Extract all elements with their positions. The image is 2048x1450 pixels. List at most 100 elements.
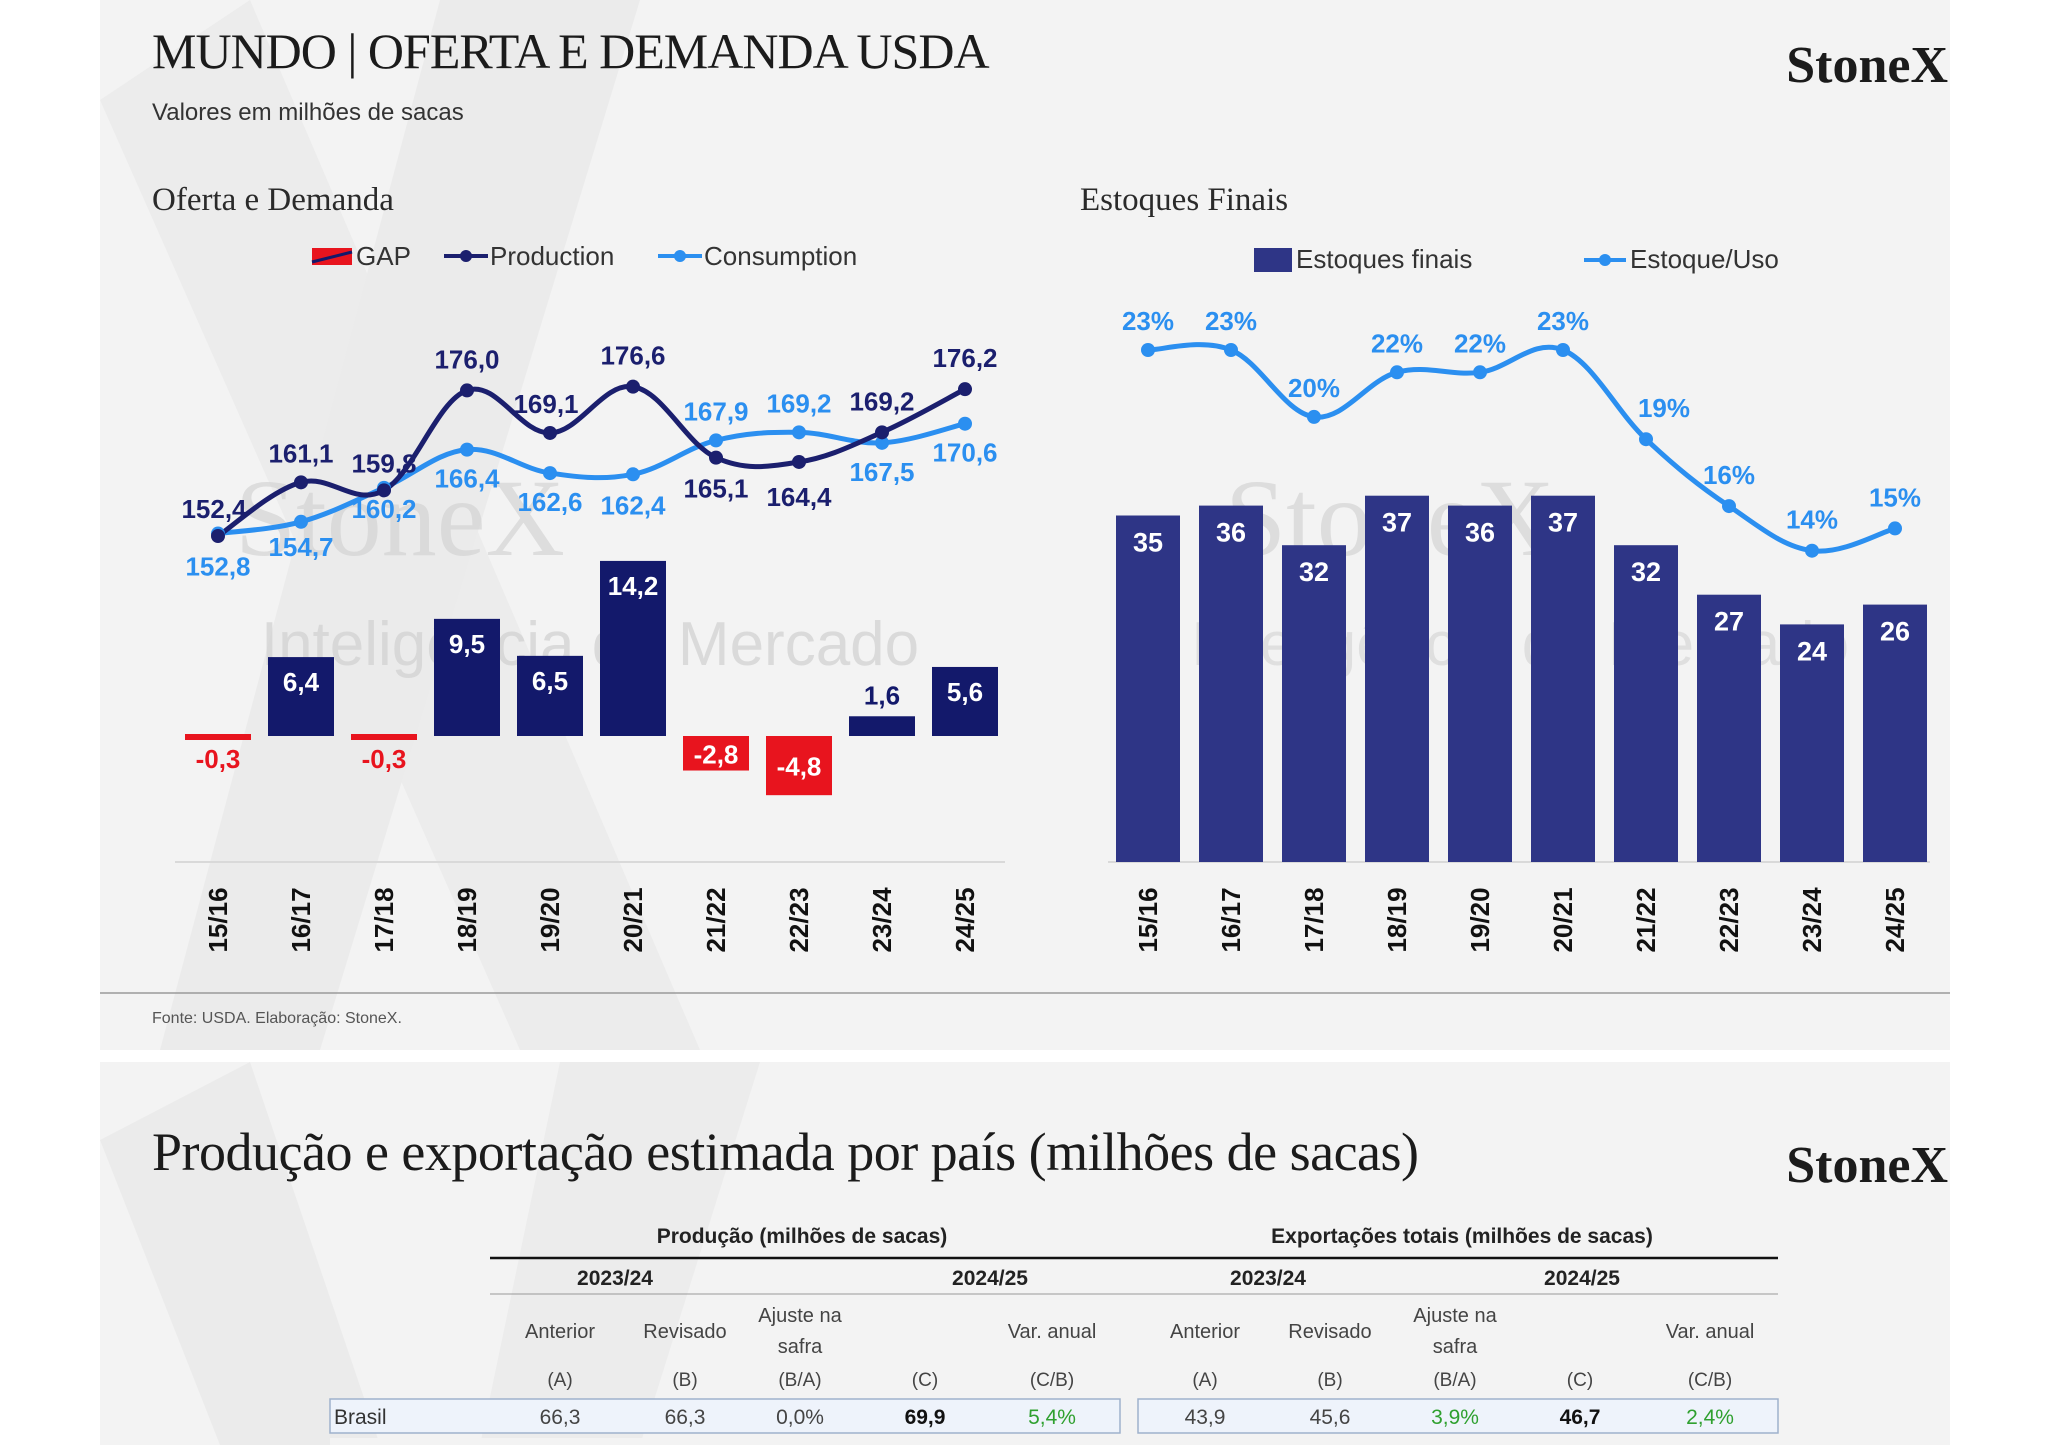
x-tick-estoques-20/21: 20/21 <box>1548 887 1578 952</box>
table-cell-3: 69,9 <box>905 1406 946 1429</box>
x-tick-oferta-22/23: 22/23 <box>784 887 814 952</box>
estoque-uso-label-15/16: 23% <box>1122 306 1174 336</box>
table-col-code-0: (A) <box>547 1370 572 1391</box>
estoques-label-15/16: 35 <box>1133 528 1163 558</box>
table-col-code-8: (C) <box>1567 1370 1593 1391</box>
estoques-label-21/22: 32 <box>1631 557 1661 587</box>
x-tick-estoques-15/16: 15/16 <box>1133 887 1163 952</box>
table-col-header-6: Revisado <box>1288 1321 1371 1343</box>
estoques-label-23/24: 24 <box>1797 636 1827 666</box>
gap-bar-23/24 <box>849 716 915 736</box>
production-label-24/25: 176,2 <box>932 343 997 373</box>
gap-label-21/22: -2,8 <box>694 739 739 769</box>
x-tick-estoques-19/20: 19/20 <box>1465 887 1495 952</box>
table-row-country: Brasil <box>334 1406 387 1429</box>
table-season-header-3: 2024/25 <box>1544 1267 1620 1290</box>
estoques-bar-22/23 <box>1697 594 1761 862</box>
table-cell-1: 66,3 <box>665 1406 706 1429</box>
production-point-18/19 <box>460 383 474 398</box>
gap-bar-20/21 <box>600 560 666 736</box>
production-point-24/25 <box>958 382 972 397</box>
production-point-16/17 <box>294 475 308 490</box>
consumption-point-16/17 <box>294 514 308 529</box>
consumption-point-22/23 <box>792 425 806 440</box>
table-group-header-producao: Produção (milhões de sacas) <box>657 1225 948 1248</box>
legend-label-estoque-uso: Estoque/Uso <box>1630 244 1779 274</box>
estoques-label-24/25: 26 <box>1880 617 1910 647</box>
legend-oferta-demanda: GAP Production Consumption <box>311 241 857 271</box>
gap-bar-22/23 <box>766 736 832 796</box>
production-label-22/23: 164,4 <box>766 482 832 512</box>
gap-label-22/23: -4,8 <box>777 752 822 782</box>
estoques-label-19/20: 36 <box>1465 518 1495 548</box>
page-title: MUNDO | OFERTA E DEMANDA USDA <box>152 23 989 79</box>
gap-label-19/20: 6,5 <box>532 666 568 696</box>
table-season-header-0: 2023/24 <box>577 1267 653 1290</box>
production-label-16/17: 161,1 <box>268 438 333 468</box>
production-point-17/18 <box>377 483 391 498</box>
section2-brand-logo: StoneX <box>1786 1137 1948 1194</box>
legend-label-estoques: Estoques finais <box>1296 244 1472 274</box>
estoques-bar-15/16 <box>1116 515 1180 862</box>
table-col-header-2: Ajuste na <box>758 1305 842 1327</box>
production-line <box>216 384 967 539</box>
x-tick-oferta-16/17: 16/17 <box>286 887 316 952</box>
legend-swatch-estoques <box>1254 248 1292 272</box>
estoques-bar-18/19 <box>1365 495 1429 862</box>
consumption-label-17/18: 160,2 <box>351 494 416 524</box>
x-tick-oferta-20/21: 20/21 <box>618 887 648 952</box>
consumption-point-24/25 <box>958 416 972 431</box>
production-point-21/22 <box>709 450 723 465</box>
estoques-label-18/19: 37 <box>1382 508 1412 538</box>
gap-label-24/25: 5,6 <box>947 677 983 707</box>
legend-marker-estoque-uso <box>1599 254 1611 266</box>
production-label-21/22: 165,1 <box>683 474 748 504</box>
table-col-header-0: Anterior <box>525 1321 595 1343</box>
production-export-table: Produção (milhões de sacas) Exportações t… <box>329 1225 1779 1445</box>
estoques-bar-19/20 <box>1448 505 1512 862</box>
consumption-label-21/22: 167,9 <box>683 396 748 426</box>
table-col-header-1: Revisado <box>643 1321 726 1343</box>
consumption-point-20/21 <box>626 467 640 482</box>
table-col-header-7-line2: safra <box>1433 1336 1478 1358</box>
estoque-uso-label-17/18: 20% <box>1288 373 1340 403</box>
chart-title-oferta-demanda: Oferta e Demanda <box>152 182 394 218</box>
source-note: Fonte: USDA. Elaboração: StoneX. <box>152 1010 402 1027</box>
consumption-label-24/25: 170,6 <box>932 438 997 468</box>
table-col-code-2: (B/A) <box>778 1370 821 1391</box>
brand-logo: StoneX <box>1786 37 1948 94</box>
estoque-uso-point-17/18 <box>1307 409 1321 424</box>
production-point-15/16 <box>211 529 225 543</box>
estoque-uso-label-23/24: 14% <box>1786 505 1838 535</box>
table-col-code-4: (C/B) <box>1030 1370 1074 1391</box>
estoques-bar-17/18 <box>1282 545 1346 862</box>
gap-bar-24/25 <box>932 666 998 736</box>
table-cell-8: 46,7 <box>1560 1406 1601 1429</box>
gap-label-15/16: -0,3 <box>196 744 241 774</box>
table-col-header-2-line2: safra <box>778 1336 823 1358</box>
consumption-label-19/20: 162,6 <box>517 487 582 517</box>
x-tick-oferta-24/25: 24/25 <box>950 887 980 952</box>
legend-label-gap: GAP <box>356 241 411 271</box>
consumption-label-15/16: 152,8 <box>185 552 250 582</box>
x-tick-estoques-16/17: 16/17 <box>1216 887 1246 952</box>
estoque-uso-point-15/16 <box>1141 343 1155 357</box>
consumption-point-19/20 <box>543 466 557 481</box>
gap-label-18/19: 9,5 <box>449 629 485 659</box>
table-col-code-7: (B/A) <box>1433 1370 1476 1391</box>
estoque-uso-line <box>1147 342 1896 554</box>
x-tick-oferta-17/18: 17/18 <box>369 887 399 952</box>
table-group-header-exportacoes: Exportações totais (milhões de sacas) <box>1271 1225 1653 1248</box>
section2-title: Produção e exportação estimada por país … <box>152 1122 1419 1182</box>
estoques-bar-24/25 <box>1863 604 1927 862</box>
consumption-point-23/24 <box>875 435 889 450</box>
estoques-bar-21/22 <box>1614 545 1678 862</box>
gap-bar-18/19 <box>434 618 500 736</box>
estoque-uso-label-21/22: 19% <box>1638 393 1690 423</box>
table-col-code-1: (B) <box>672 1370 697 1391</box>
estoque-uso-point-16/17 <box>1224 343 1238 357</box>
estoque-uso-point-21/22 <box>1639 432 1653 447</box>
estoque-uso-point-24/25 <box>1888 521 1902 536</box>
gap-bar-17/18 <box>351 734 417 740</box>
